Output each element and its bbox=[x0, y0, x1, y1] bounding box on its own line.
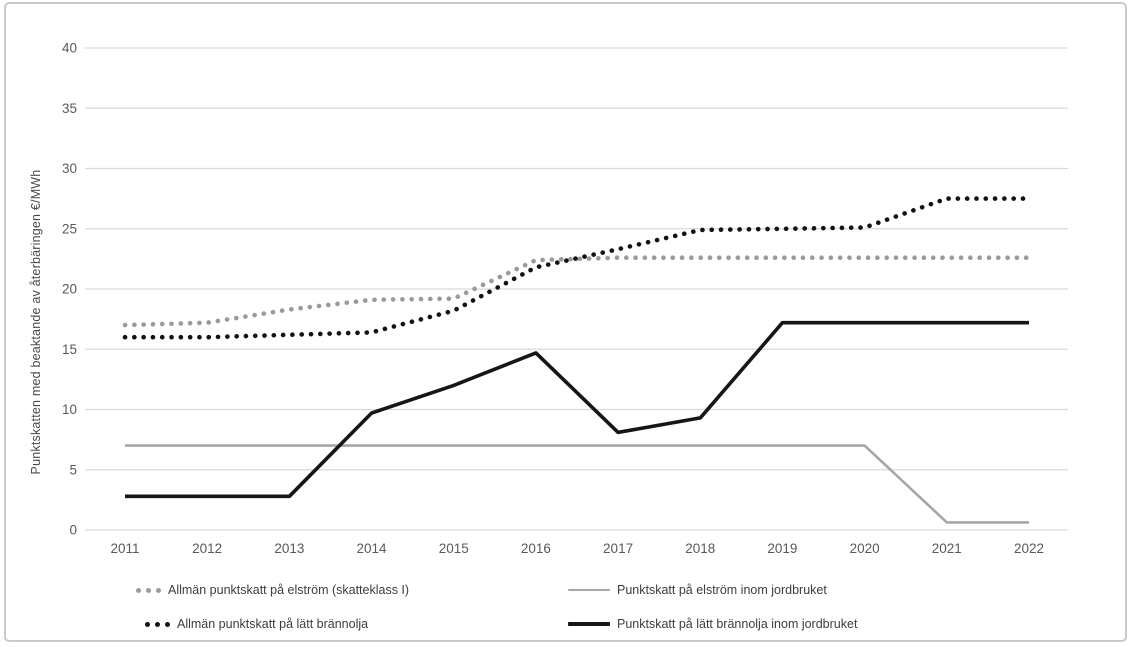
x-tick-label: 2019 bbox=[767, 541, 797, 556]
x-tick-label: 2022 bbox=[1014, 541, 1044, 556]
y-tick-label: 30 bbox=[62, 161, 77, 176]
series-line-2 bbox=[125, 444, 1029, 524]
y-tick-label: 40 bbox=[62, 41, 77, 56]
solid-series-marker-icon bbox=[568, 622, 610, 626]
x-tick-label: 2018 bbox=[685, 541, 715, 556]
x-tick-label: 2016 bbox=[521, 541, 551, 556]
legend-label: Punktskatt på lätt brännolja inom jordbr… bbox=[617, 617, 858, 631]
x-tick-label: 2015 bbox=[439, 541, 469, 556]
x-tick-label: 2013 bbox=[274, 541, 304, 556]
x-tick-label: 2014 bbox=[357, 541, 388, 556]
legend-item-elstrom-jordbruket: Punktskatt på elström inom jordbruket bbox=[568, 583, 827, 597]
series-line-0 bbox=[122, 255, 1032, 328]
legend-label: Punktskatt på elström inom jordbruket bbox=[617, 583, 827, 597]
y-tick-label: 25 bbox=[62, 221, 77, 236]
solid-series-marker-icon bbox=[568, 588, 610, 592]
x-tick-label: 2017 bbox=[603, 541, 633, 556]
legend-item-elstrom-klass1: Allmän punktskatt på elström (skatteklas… bbox=[136, 583, 409, 597]
x-tick-label: 2011 bbox=[110, 541, 139, 556]
x-tick-label: 2021 bbox=[932, 541, 962, 556]
x-tick-label: 2012 bbox=[192, 541, 222, 556]
y-tick-label: 10 bbox=[62, 402, 77, 417]
legend-label: Allmän punktskatt på lätt brännolja bbox=[177, 617, 369, 631]
x-tick-label: 2020 bbox=[850, 541, 880, 556]
y-tick-label: 35 bbox=[62, 101, 77, 116]
dotted-series-marker-icon bbox=[136, 587, 161, 593]
y-tick-label: 15 bbox=[62, 342, 77, 357]
y-axis-title: Punktskatten med beaktande av återbäring… bbox=[29, 169, 43, 475]
legend-item-brannolja-jordbruket: Punktskatt på lätt brännolja inom jordbr… bbox=[568, 617, 857, 631]
series-line-3 bbox=[125, 320, 1029, 499]
y-tick-label: 5 bbox=[69, 462, 77, 477]
series-line-1 bbox=[122, 196, 1032, 340]
legend-label: Allmän punktskatt på elström (skatteklas… bbox=[168, 583, 410, 597]
y-tick-label: 0 bbox=[69, 523, 77, 538]
legend-item-brannolja-allman: Allmän punktskatt på lätt brännolja bbox=[145, 617, 368, 631]
y-tick-label: 20 bbox=[62, 282, 77, 297]
dotted-series-marker-icon bbox=[145, 621, 170, 627]
